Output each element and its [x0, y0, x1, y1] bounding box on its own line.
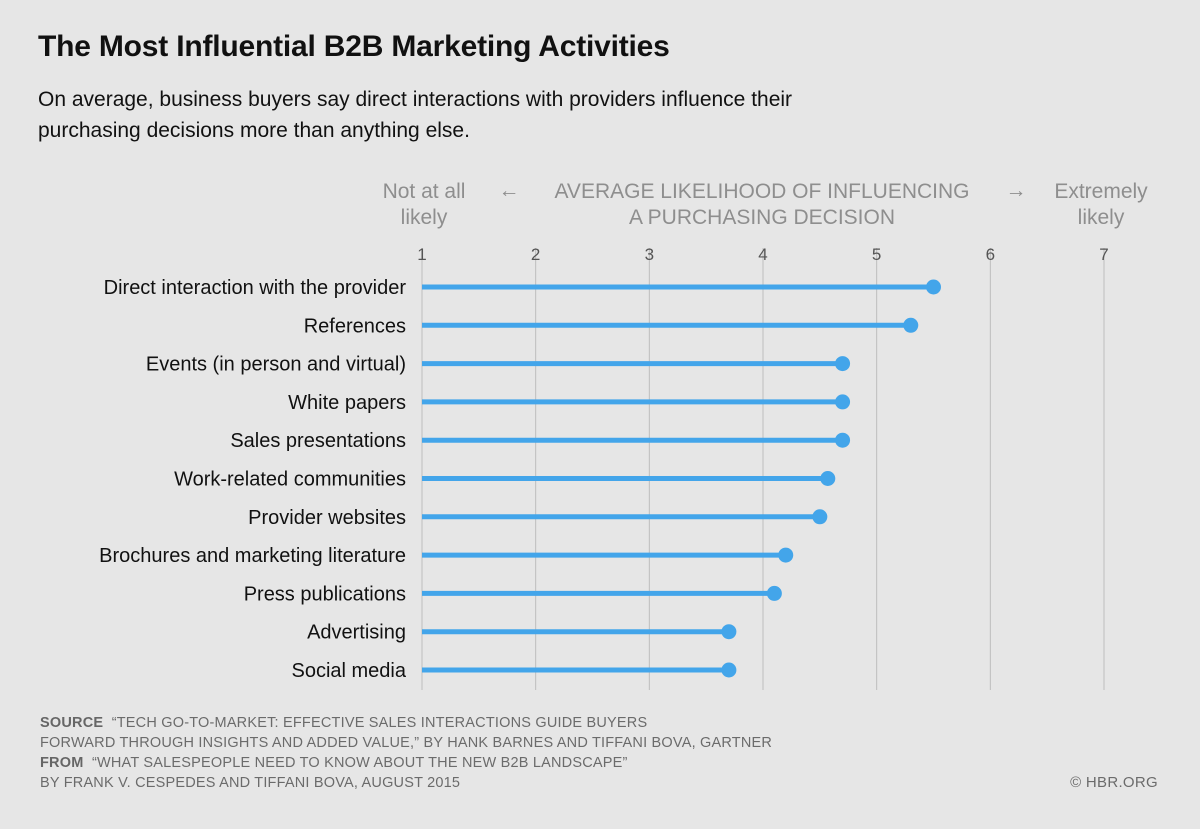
- tick-label-5: 5: [872, 245, 881, 264]
- hbr-credit: © HBR.ORG: [1070, 774, 1158, 791]
- left-arrow-icon: ←: [499, 179, 520, 202]
- bar-end-dot-9: [721, 624, 737, 640]
- category-label-7: Brochures and marketing literature: [99, 545, 406, 567]
- axis-title-line-1: AVERAGE LIKELIHOOD OF INFLUENCING: [554, 180, 969, 203]
- axis-title-line-2: A PURCHASING DECISION: [629, 206, 895, 229]
- category-label-0: Direct interaction with the provider: [104, 277, 407, 299]
- source-note: SOURCE “TECH GO-TO-MARKET: EFFECTIVE SAL…: [40, 713, 772, 793]
- category-label-5: Work-related communities: [174, 469, 406, 491]
- bar-end-dot-7: [778, 547, 794, 563]
- right-hint-line-1: Extremely: [1054, 180, 1148, 203]
- tick-label-3: 3: [645, 245, 654, 264]
- right-arrow-icon: →: [1006, 179, 1027, 202]
- bar-end-dot-0: [926, 279, 941, 295]
- category-label-6: Provider websites: [248, 507, 406, 529]
- bar-end-dot-1: [903, 317, 919, 333]
- axis-hints: Not at all likely ← AVERAGE LIKELIHOOD O…: [383, 179, 1149, 229]
- category-label-10: Social media: [291, 660, 406, 682]
- bar-end-dot-3: [835, 394, 851, 410]
- source-line-1: “TECH GO-TO-MARKET: EFFECTIVE SALES INTE…: [111, 715, 648, 731]
- tick-label-7: 7: [1099, 245, 1108, 264]
- bar-end-dot-4: [835, 432, 851, 448]
- source-label: SOURCE: [40, 715, 104, 731]
- gridlines: [421, 248, 1105, 690]
- tick-label-2: 2: [531, 245, 540, 264]
- category-label-8: Press publications: [244, 583, 406, 605]
- category-label-3: White papers: [288, 392, 406, 414]
- category-labels: Direct interaction with the provider Refe…: [99, 277, 407, 682]
- tick-label-6: 6: [986, 245, 995, 264]
- category-label-1: References: [304, 315, 406, 337]
- tick-label-4: 4: [758, 245, 767, 264]
- chart-title: The Most Influential B2B Marketing Activ…: [38, 30, 670, 63]
- source-line-2: FORWARD THROUGH INSIGHTS AND ADDED VALUE…: [40, 735, 773, 751]
- from-line-2: BY FRANK V. CESPEDES AND TIFFANI BOVA, A…: [40, 775, 461, 791]
- bar-end-dot-6: [812, 509, 828, 525]
- chart-subtitle: On average, business buyers say direct i…: [38, 88, 793, 142]
- category-label-9: Advertising: [307, 622, 406, 644]
- category-label-2: Events (in person and virtual): [146, 354, 406, 376]
- bars: [422, 279, 941, 678]
- x-axis-ticks: 1 2 3 4 5 6 7: [417, 245, 1108, 264]
- from-line-1: “WHAT SALESPEOPLE NEED TO KNOW ABOUT THE…: [91, 755, 628, 771]
- bar-end-dot-5: [820, 471, 836, 486]
- left-hint-line-2: likely: [401, 206, 448, 229]
- from-label: FROM: [40, 755, 84, 771]
- bar-end-dot-8: [766, 585, 782, 601]
- bar-end-dot-2: [835, 356, 851, 372]
- category-label-4: Sales presentations: [230, 430, 406, 452]
- tick-label-1: 1: [417, 245, 426, 264]
- left-hint-line-1: Not at all: [383, 180, 466, 203]
- bar-end-dot-10: [721, 662, 737, 678]
- right-hint-line-2: likely: [1078, 206, 1125, 229]
